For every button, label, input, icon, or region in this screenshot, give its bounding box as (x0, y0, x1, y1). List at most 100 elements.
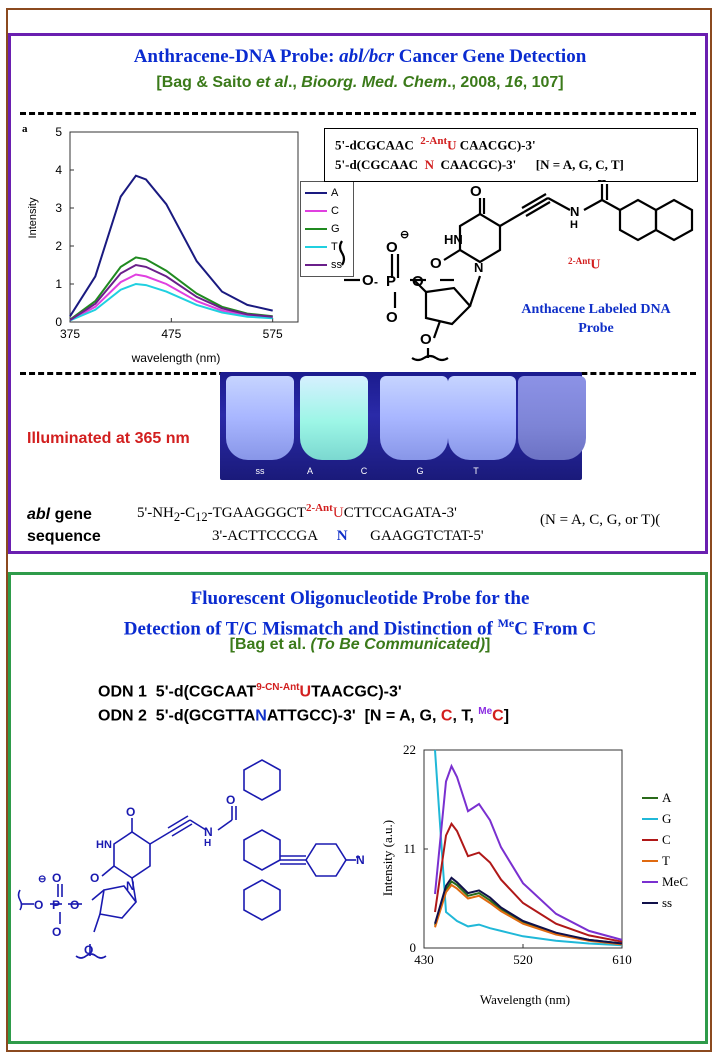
svg-text:O: O (126, 805, 135, 819)
x-tick-label: 520 (513, 952, 533, 967)
svg-text:H: H (204, 838, 211, 849)
svg-text:H: H (570, 219, 578, 231)
tube-label-c: C (360, 466, 368, 476)
y-tick-label: 22 (403, 742, 416, 757)
series-line-t (434, 883, 623, 946)
panel1-citation: [Bag & Saito et al., Bioorg. Med. Chem.,… (156, 74, 564, 91)
abl-sequence-line-1: 5'-NH2-C12-TGAAGGGCT2-AntUCTTCCAGATA-3' (137, 502, 457, 524)
svg-text:P: P (386, 273, 396, 290)
svg-text:O: O (386, 309, 398, 326)
legend2-item-a: A (638, 787, 708, 808)
svg-text:O: O (90, 871, 99, 885)
legend-item-t: T (301, 238, 353, 256)
svg-text:O: O (386, 239, 398, 256)
tube-label-ss: ss (255, 466, 265, 476)
panel1-title: Anthracene-DNA Probe: abl/bcr Cancer Gen… (133, 46, 587, 67)
legend2-item-g: G (638, 808, 708, 829)
svg-text:O: O (420, 331, 432, 348)
panel2-title: Fluorescent Oligonucleotide Probe for th… (123, 588, 597, 640)
abl-note: (N = A, C, G, or T)( (540, 512, 661, 528)
x-tick-label: 375 (60, 327, 80, 341)
svg-text:N: N (570, 204, 579, 219)
y-tick-label: 4 (55, 163, 62, 177)
legend2-item-t: T (638, 850, 708, 871)
plot-frame (69, 131, 299, 323)
tube-label-a: A (306, 466, 313, 476)
probe-caption: Anthacene Labeled DNA Probe (521, 302, 671, 336)
chart2-legend: A G C T MeC ss (638, 787, 708, 913)
cyano-anthracene-uridine-structure: O P O O O ⊖ O HN O O N N H O N (17, 759, 365, 959)
svg-text:O: O (430, 255, 442, 272)
panel2-citation: [Bag et al. (To Be Communicated)] (229, 636, 491, 653)
y-tick-label: 2 (55, 239, 62, 253)
abl-sequence-line-2: 3'-ACTTCCCGA N GAAGGTCTAT-5' (212, 528, 484, 544)
series-line-g (434, 749, 623, 947)
svg-text:O: O (412, 273, 424, 290)
svg-text:N: N (356, 853, 365, 867)
tube-label-t: T (473, 466, 479, 476)
svg-text:N: N (474, 260, 483, 275)
x-tick-label: 475 (161, 327, 181, 341)
y-tick-label: 0 (410, 940, 417, 955)
series-line-t (69, 282, 273, 322)
sequence-line-2: 5'-d(CGCAAC N CAACGC)-3' [N = A, G, C, T… (335, 157, 624, 172)
legend-item-c: C (301, 202, 353, 220)
tube-a (300, 376, 368, 460)
svg-text:O: O (84, 943, 93, 957)
series-line-g (69, 256, 273, 321)
legend-item-a: A (301, 184, 353, 202)
chart1-legend: A C G T ss (300, 181, 354, 277)
legend2-item-c: C (638, 829, 708, 850)
svg-text:N: N (126, 879, 135, 893)
sequence-line-1: 5'-dCGCAAC 2-AntU CAACGC)-3' (335, 135, 536, 153)
svg-text:-: - (374, 275, 378, 289)
svg-text:O: O (34, 898, 43, 912)
chart2-axes: 0 11 22 430 520 610 (403, 742, 632, 967)
series-line-c (434, 821, 623, 943)
tube-c (380, 376, 448, 460)
svg-text:⊖: ⊖ (400, 229, 409, 241)
chart2-xlabel: Wavelength (nm) (480, 992, 570, 1007)
y-tick-label: 3 (55, 201, 62, 215)
tube-g (448, 376, 516, 460)
y-tick-label: 11 (403, 841, 416, 856)
series-line-c (69, 273, 273, 321)
probe-label: 2-AntU (568, 256, 601, 273)
svg-text:O: O (596, 180, 608, 186)
svg-text:O: O (52, 871, 61, 885)
illuminated-label: Illuminated at 365 nm (27, 430, 190, 447)
series-line-a (69, 174, 273, 317)
series-line-ss (434, 876, 623, 945)
legend2-item-mec: MeC (638, 871, 708, 892)
outer-frame (6, 8, 712, 1052)
y-tick-label: 1 (55, 277, 62, 291)
svg-text:HN: HN (444, 232, 463, 247)
svg-text:HN: HN (96, 839, 112, 851)
svg-text:O: O (362, 272, 374, 289)
chart1-xlabel: wavelength (nm) (131, 351, 221, 365)
svg-text:O: O (70, 898, 79, 912)
legend-item-g: G (301, 220, 353, 238)
series-line-mec (434, 763, 623, 941)
panel-mismatch-probe (8, 572, 708, 1044)
chart1-series (69, 174, 273, 322)
panel-anthracene-probe (8, 33, 708, 554)
svg-text:O: O (470, 183, 482, 200)
tube-ss (226, 376, 294, 460)
panel-letter: a (22, 123, 28, 135)
chart2-series (434, 749, 623, 947)
legend2-item-ss: ss (638, 892, 708, 913)
svg-text:⊖: ⊖ (38, 874, 46, 885)
anthracene-uridine-structure: O - P O O O ⊖ O HN O O N N H O (338, 180, 694, 362)
y-tick-label: 0 (55, 315, 62, 329)
odn1-sequence: ODN 1 5'-d(CGCAAT9-CN-AntUTAACGC)-3' (98, 682, 402, 701)
tube-photo: ss A C G T (220, 372, 586, 480)
svg-text:O: O (52, 925, 61, 939)
tube-label-g: G (416, 466, 424, 476)
svg-text:P: P (52, 898, 60, 912)
odn2-sequence: ODN 2 5'-d(GCGTTANATTGCC)-3' [N = A, G, … (98, 706, 510, 725)
x-tick-label: 430 (414, 952, 434, 967)
series-line-ss (69, 263, 273, 321)
chart-fluorescence-abl: a 0 1 2 3 4 5 375 475 575 wavelength (nm) Intens… (22, 123, 299, 365)
x-tick-label: 575 (263, 327, 283, 341)
